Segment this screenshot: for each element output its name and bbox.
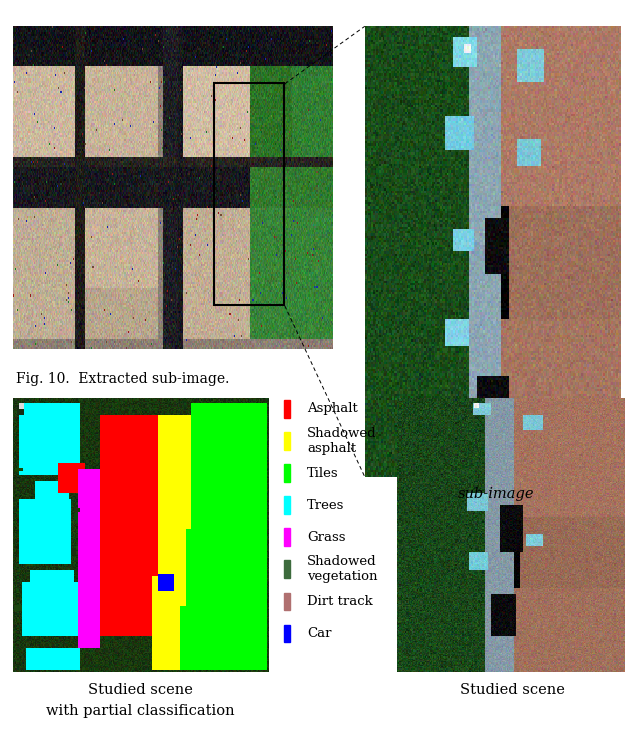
Text: sub-image: sub-image: [458, 487, 534, 501]
Bar: [284, 560, 290, 578]
Text: Studied scene: Studied scene: [460, 683, 564, 698]
Bar: [214, 83, 284, 305]
Text: Shadowed
vegetation: Shadowed vegetation: [307, 555, 378, 584]
Bar: [284, 529, 290, 546]
Bar: [284, 496, 290, 514]
Text: Shadowed
asphalt: Shadowed asphalt: [307, 427, 377, 455]
Bar: [284, 464, 290, 482]
Text: Tiles: Tiles: [307, 466, 339, 480]
Text: Asphalt: Asphalt: [307, 403, 358, 415]
Text: Grass: Grass: [307, 531, 346, 544]
Bar: [284, 593, 290, 611]
Text: Dirt track: Dirt track: [307, 595, 373, 608]
Text: Fig. 10.  Extracted sub-image.: Fig. 10. Extracted sub-image.: [16, 372, 229, 386]
Bar: [284, 625, 290, 642]
Text: Studied scene: Studied scene: [88, 683, 193, 698]
Text: Car: Car: [307, 627, 332, 640]
Text: Trees: Trees: [307, 499, 345, 511]
Text: with partial classification: with partial classification: [47, 704, 235, 719]
Bar: [284, 400, 290, 418]
Bar: [284, 432, 290, 450]
